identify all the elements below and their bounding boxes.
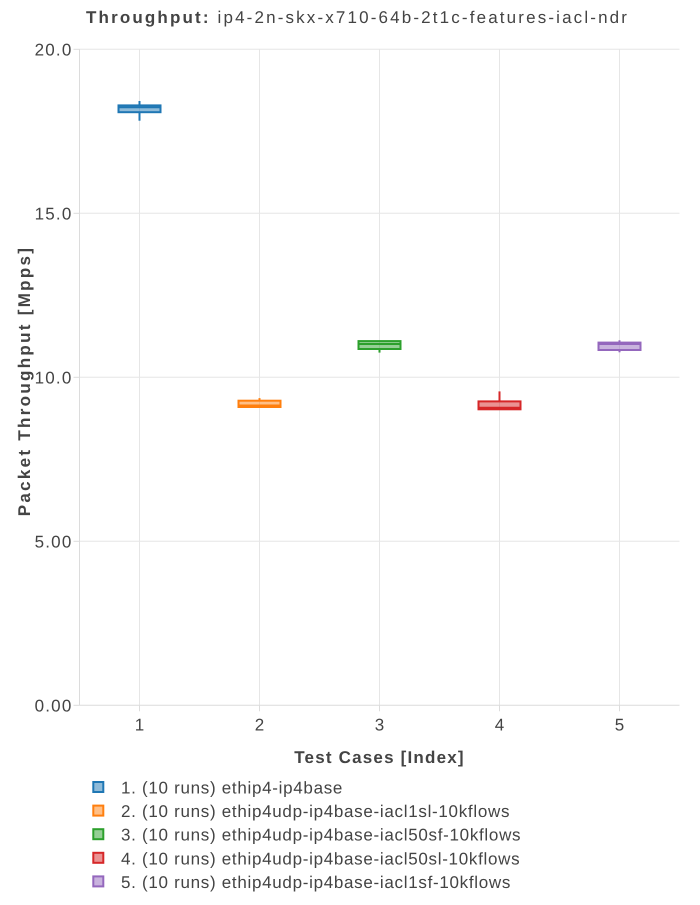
svg-text:3. (10 runs) ethip4udp-ip4base: 3. (10 runs) ethip4udp-ip4base-iacl50sf-…: [121, 826, 521, 845]
svg-text:Throughput: ip4-2n-skx-x710-64: Throughput: ip4-2n-skx-x710-64b-2t1c-fea…: [86, 8, 629, 27]
svg-text:Test Cases [Index]: Test Cases [Index]: [294, 748, 465, 767]
svg-text:10.0: 10.0: [35, 368, 73, 387]
svg-text:5. (10 runs) ethip4udp-ip4base: 5. (10 runs) ethip4udp-ip4base-iacl1sf-1…: [121, 873, 511, 892]
svg-text:15.0: 15.0: [35, 204, 73, 223]
svg-text:4: 4: [495, 715, 504, 734]
svg-text:5: 5: [615, 715, 624, 734]
svg-text:Packet Throughput [Mpps]: Packet Throughput [Mpps]: [15, 246, 34, 517]
svg-text:4. (10 runs) ethip4udp-ip4base: 4. (10 runs) ethip4udp-ip4base-iacl50sl-…: [121, 849, 520, 868]
svg-text:3: 3: [375, 715, 384, 734]
svg-text:1: 1: [135, 715, 144, 734]
svg-text:1. (10 runs) ethip4-ip4base: 1. (10 runs) ethip4-ip4base: [121, 779, 343, 798]
svg-text:5.00: 5.00: [35, 532, 73, 551]
svg-text:0.00: 0.00: [35, 696, 73, 715]
svg-text:20.0: 20.0: [35, 40, 73, 59]
svg-text:2. (10 runs) ethip4udp-ip4base: 2. (10 runs) ethip4udp-ip4base-iacl1sl-1…: [121, 802, 510, 821]
svg-text:2: 2: [255, 715, 264, 734]
